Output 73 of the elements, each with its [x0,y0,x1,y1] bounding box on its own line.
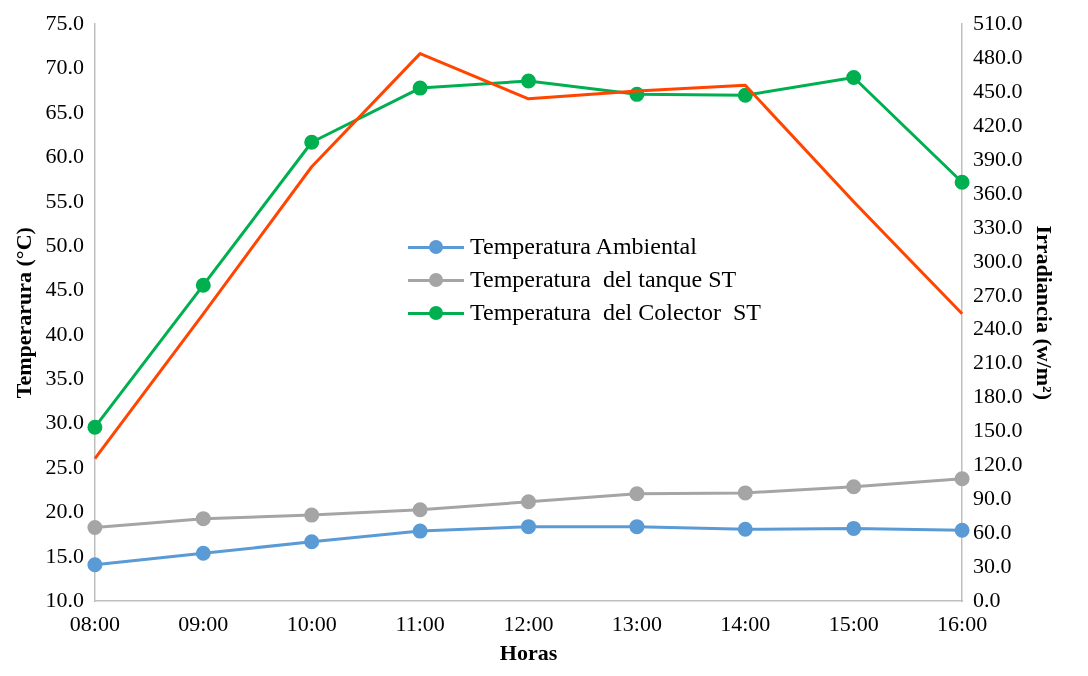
y2-tick-label: 330.0 [973,213,1023,239]
point [304,134,320,150]
y2-axis-title: Irradiancia (w/m²) [1032,225,1058,401]
point [195,277,211,293]
point [521,494,536,510]
y2-tick-label: 180.0 [973,383,1023,409]
y2-tick-label: 210.0 [973,349,1023,375]
y-tick-label: 10.0 [45,586,84,612]
point [954,174,970,190]
point [737,87,753,103]
y-tick-label: 30.0 [45,409,84,435]
x-tick-label: 08:00 [69,611,120,637]
x-axis-title: Horas [499,640,558,666]
point [846,520,862,536]
y-tick-label: 50.0 [45,231,84,257]
x-tick-label: 11:00 [395,611,445,637]
y-tick-label: 20.0 [45,498,84,524]
point [87,557,103,573]
point [412,502,428,518]
y2-tick-label: 450.0 [973,77,1023,103]
point [521,519,536,535]
x-tick-label: 12:00 [503,611,554,637]
point [954,522,970,538]
y2-tick-label: 0.0 [973,586,1001,612]
point [521,73,536,89]
point [629,519,645,535]
x-tick-label: 09:00 [178,611,229,637]
point [87,419,103,435]
y2-tick-label: 420.0 [973,111,1023,137]
legend-label: Temperatura del tanque ST [470,265,737,294]
y2-tick-label: 360.0 [973,179,1023,205]
point [846,479,862,495]
point [737,521,753,537]
y-tick-label: 40.0 [45,320,84,346]
point [304,507,320,523]
point [87,520,103,536]
x-tick-label: 15:00 [828,611,879,637]
y2-tick-label: 150.0 [973,417,1023,443]
point [412,523,428,539]
y2-tick-label: 300.0 [973,247,1023,273]
y2-tick-label: 90.0 [973,485,1012,511]
y-tick-label: 45.0 [45,276,84,302]
legend-label: Temperatura del Colector ST [470,298,761,327]
y-tick-label: 65.0 [45,98,84,124]
point [629,486,645,502]
point [737,485,753,501]
y-tick-label: 15.0 [45,542,84,568]
x-tick-label: 13:00 [611,611,662,637]
point [195,511,211,527]
y-axis-title: Temperarura (°C) [10,227,36,399]
y2-tick-label: 390.0 [973,145,1023,171]
y-tick-label: 70.0 [45,54,84,80]
y-tick-label: 75.0 [45,9,84,35]
y-tick-label: 55.0 [45,187,84,213]
y-tick-label: 25.0 [45,453,84,479]
point [304,534,320,550]
y2-tick-label: 120.0 [973,451,1023,477]
x-tick-label: 10:00 [286,611,337,637]
y2-tick-label: 270.0 [973,281,1023,307]
y-tick-label: 60.0 [45,143,84,169]
point [195,545,211,561]
y2-tick-label: 510.0 [973,9,1023,35]
x-tick-label: 16:00 [937,611,988,637]
y2-tick-label: 60.0 [973,519,1012,545]
y2-tick-label: 240.0 [973,315,1023,341]
y2-tick-label: 480.0 [973,43,1023,69]
legend-label: Temperatura Ambiental [470,232,697,261]
y2-tick-label: 30.0 [973,553,1012,579]
point [846,69,862,85]
y-tick-label: 35.0 [45,365,84,391]
x-tick-label: 14:00 [720,611,771,637]
point [954,471,970,487]
point [412,80,428,96]
